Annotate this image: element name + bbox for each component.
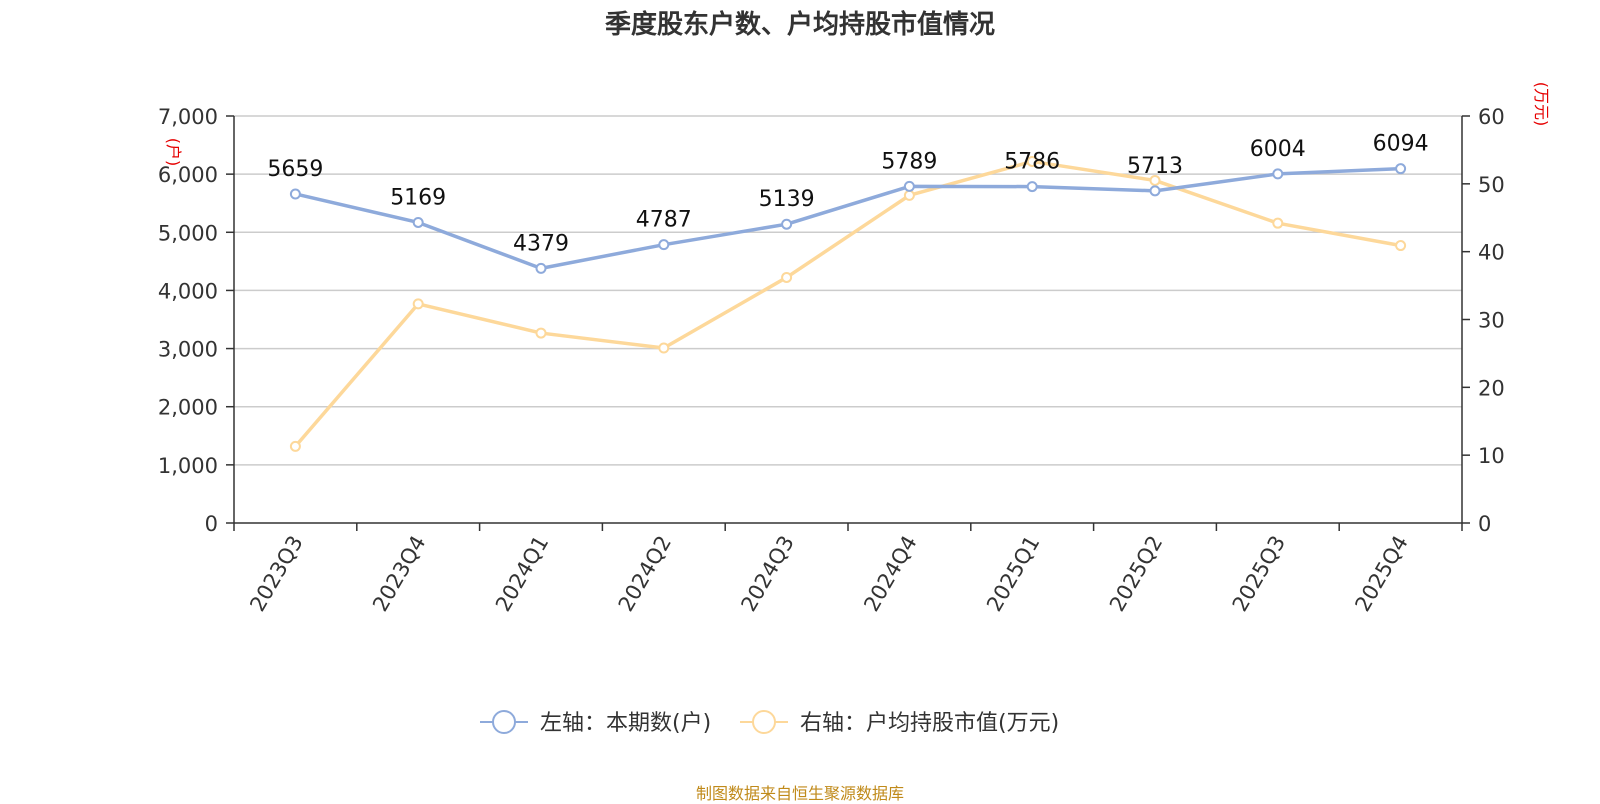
data-point xyxy=(289,188,301,200)
data-label: 5659 xyxy=(267,157,323,182)
left-axis-unit: (户) xyxy=(164,138,183,167)
left-axis-tick-label: 4,000 xyxy=(158,279,218,303)
left-axis-tick-label: 5,000 xyxy=(158,221,218,245)
right-axis-tick-label: 50 xyxy=(1478,173,1505,197)
x-axis-tick-label: 2023Q4 xyxy=(368,532,430,616)
data-label: 5139 xyxy=(759,187,815,212)
data-label: 5713 xyxy=(1127,154,1183,179)
data-label: 5789 xyxy=(881,149,937,174)
data-label: 4787 xyxy=(636,208,692,233)
x-axis-tick-label: 2024Q3 xyxy=(736,532,798,616)
series-line xyxy=(294,159,1401,448)
chart-title: 季度股东户数、户均持股市值情况 xyxy=(604,10,995,40)
x-axis-tick-label: 2025Q4 xyxy=(1350,532,1412,616)
data-point xyxy=(535,262,547,274)
data-point xyxy=(1149,185,1161,197)
x-axis-tick-label: 2025Q1 xyxy=(982,532,1044,616)
left-axis-tick-label: 0 xyxy=(205,512,218,536)
right-axis-tick-label: 60 xyxy=(1478,105,1505,129)
data-point xyxy=(903,189,915,201)
data-point xyxy=(1395,163,1407,175)
data-point xyxy=(1149,174,1161,186)
data-point xyxy=(289,440,301,452)
right-axis-tick-label: 10 xyxy=(1478,444,1505,468)
legend-marker xyxy=(492,710,516,734)
data-point xyxy=(1272,168,1284,180)
left-axis-tick-label: 1,000 xyxy=(158,454,218,478)
left-axis-tick-label: 6,000 xyxy=(158,163,218,187)
left-axis-tick-label: 7,000 xyxy=(158,105,218,129)
data-label: 4379 xyxy=(513,231,569,256)
right-axis-tick-label: 0 xyxy=(1478,512,1491,536)
data-label: 5169 xyxy=(390,185,446,210)
x-axis-tick-label: 2024Q2 xyxy=(614,532,676,616)
x-axis-tick-label: 2024Q1 xyxy=(491,532,553,616)
x-axis-tick-label: 2024Q4 xyxy=(859,532,921,616)
data-point xyxy=(1026,181,1038,193)
x-axis-tick-label: 2023Q3 xyxy=(245,532,307,616)
data-point xyxy=(781,218,793,230)
data-point xyxy=(412,216,424,228)
data-point xyxy=(1026,155,1038,167)
series-line xyxy=(295,166,1401,271)
data-label: 5786 xyxy=(1004,150,1060,175)
left-axis-tick-label: 2,000 xyxy=(158,396,218,420)
right-axis-unit: (万元) xyxy=(1532,82,1551,127)
data-point xyxy=(781,271,793,283)
left-axis-tick-label: 3,000 xyxy=(158,338,218,362)
legend-label: 左轴：本期数(户) xyxy=(540,711,711,736)
right-axis-tick-label: 30 xyxy=(1478,309,1505,333)
data-point xyxy=(1272,217,1284,229)
x-axis-tick-label: 2025Q3 xyxy=(1228,532,1290,616)
legend-marker xyxy=(752,710,776,734)
data-point xyxy=(535,327,547,339)
legend-label: 右轴：户均持股市值(万元) xyxy=(800,711,1059,736)
chart-svg: 0 1,000 2,000 3,000 4,000 5,000 6,000 7,000 0 10 2… xyxy=(158,82,1551,736)
right-axis-tick-label: 20 xyxy=(1478,376,1505,400)
data-point xyxy=(658,239,670,251)
data-point xyxy=(1395,240,1407,252)
data-label: 6094 xyxy=(1373,132,1429,157)
data-point xyxy=(903,180,915,192)
right-axis-tick-label: 40 xyxy=(1478,241,1505,265)
data-point xyxy=(412,298,424,310)
x-axis-tick-label: 2025Q2 xyxy=(1105,532,1167,616)
data-label: 6004 xyxy=(1250,137,1306,162)
data-source: 制图数据来自恒生聚源数据库 xyxy=(695,784,904,803)
data-point xyxy=(658,342,670,354)
